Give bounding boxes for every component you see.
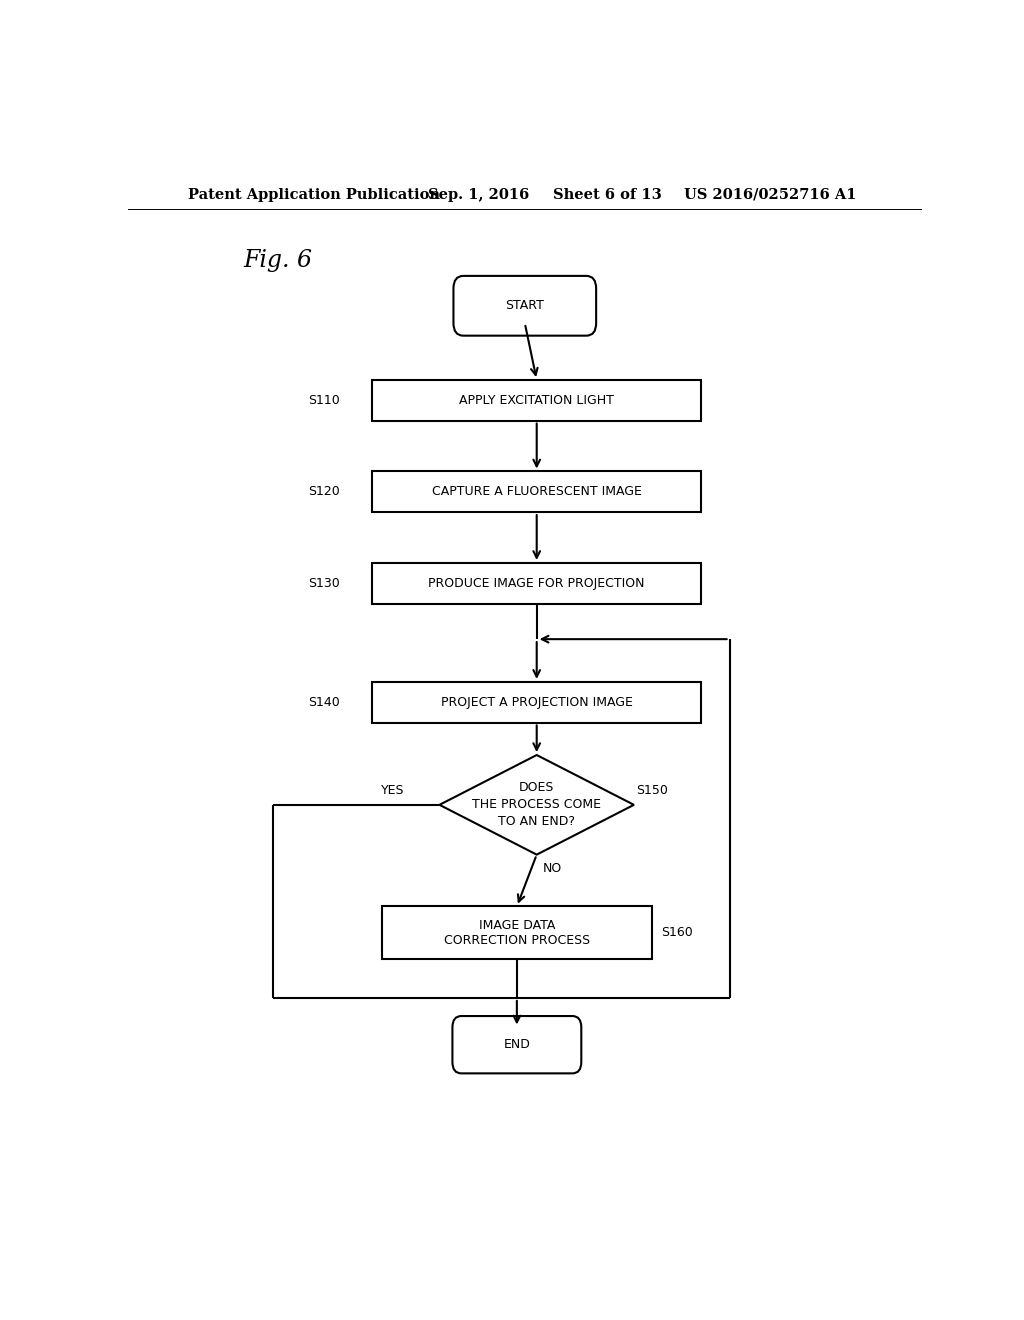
Text: US 2016/0252716 A1: US 2016/0252716 A1 xyxy=(684,187,856,202)
FancyBboxPatch shape xyxy=(453,1016,582,1073)
Text: S120: S120 xyxy=(308,486,340,498)
Bar xyxy=(372,682,701,722)
Bar xyxy=(372,562,701,603)
Text: Sheet 6 of 13: Sheet 6 of 13 xyxy=(553,187,662,202)
Text: PRODUCE IMAGE FOR PROJECTION: PRODUCE IMAGE FOR PROJECTION xyxy=(428,577,645,590)
Text: Fig. 6: Fig. 6 xyxy=(243,248,312,272)
Text: S140: S140 xyxy=(308,696,340,709)
Text: START: START xyxy=(506,300,544,313)
Text: IMAGE DATA
CORRECTION PROCESS: IMAGE DATA CORRECTION PROCESS xyxy=(443,919,590,946)
Bar xyxy=(372,380,701,421)
Text: S110: S110 xyxy=(308,393,340,407)
Text: CAPTURE A FLUORESCENT IMAGE: CAPTURE A FLUORESCENT IMAGE xyxy=(432,486,642,498)
Text: YES: YES xyxy=(381,784,404,797)
Text: NO: NO xyxy=(543,862,561,875)
Text: END: END xyxy=(504,1039,530,1051)
FancyBboxPatch shape xyxy=(454,276,596,335)
Bar xyxy=(382,907,651,960)
Bar xyxy=(372,471,701,512)
Text: S150: S150 xyxy=(636,784,668,797)
Polygon shape xyxy=(439,755,634,854)
Text: APPLY EXCITATION LIGHT: APPLY EXCITATION LIGHT xyxy=(460,393,614,407)
Text: PROJECT A PROJECTION IMAGE: PROJECT A PROJECTION IMAGE xyxy=(440,696,633,709)
Text: S160: S160 xyxy=(662,927,693,940)
Text: Patent Application Publication: Patent Application Publication xyxy=(188,187,440,202)
Text: Sep. 1, 2016: Sep. 1, 2016 xyxy=(428,187,529,202)
Text: DOES
THE PROCESS COME
TO AN END?: DOES THE PROCESS COME TO AN END? xyxy=(472,781,601,829)
Text: S130: S130 xyxy=(308,577,340,590)
